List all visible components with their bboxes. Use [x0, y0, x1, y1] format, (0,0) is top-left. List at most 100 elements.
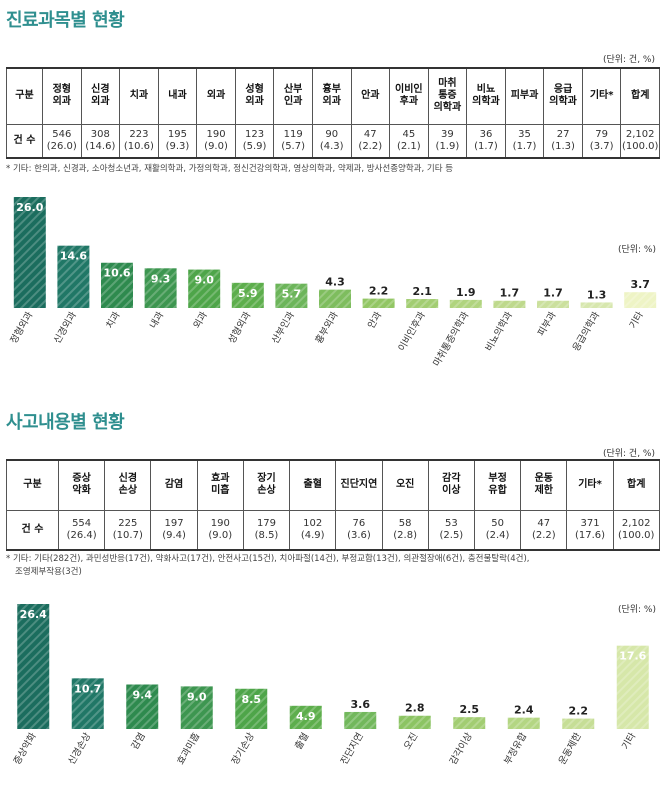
- bar-오진: [398, 715, 431, 729]
- table-header-cell: 치과: [119, 67, 159, 125]
- table-value-cell: 119 (5.7): [273, 123, 313, 159]
- bar-value-label: 14.6: [60, 250, 87, 263]
- table-header-cell: 합계: [612, 459, 660, 511]
- bar-신경손상: [71, 678, 104, 729]
- table-header-cell: 오진: [381, 459, 429, 511]
- category-label: 장기손상: [230, 731, 257, 767]
- table-header-cell: 성형 외과: [234, 67, 275, 125]
- table-values-row: 건 수 546 (26.0) 308 (14.6) 223 (10.6) 195 (9.3) 19…: [6, 123, 660, 159]
- category-label: 신경외과: [51, 309, 79, 346]
- table-header-cell: 장기 손상: [242, 459, 291, 511]
- table-value-cell: 554 (26.4): [57, 509, 106, 551]
- bar-효과미흡: [180, 686, 213, 729]
- table-header-cell: 정형 외과: [42, 67, 82, 125]
- bar-감각이상: [453, 717, 486, 729]
- table-header-cell: 신경 손상: [104, 459, 152, 511]
- category-label: 감염: [129, 731, 148, 752]
- category-label: 증상악화: [11, 730, 39, 767]
- section2-note: * 기타: 기타(282건), 과민성반응(17건), 약화사고(17건), 안…: [6, 553, 530, 579]
- category-label: 진단지연: [339, 731, 366, 767]
- bar-이비인후과: [406, 299, 439, 308]
- bar-기타: [624, 292, 657, 308]
- table-header-cell: 피부과: [504, 67, 545, 125]
- table-value-cell: 76 (3.6): [335, 509, 383, 551]
- category-label: 비뇨의학과: [484, 310, 516, 354]
- bar-value-label: 8.5: [242, 693, 262, 706]
- table-value-cell: 2,102 (100.0): [620, 123, 660, 159]
- table-value-cell: 223 (10.6): [119, 123, 159, 159]
- category-label: 내과: [148, 310, 166, 331]
- chart-accident: 26.4 증상악화 10.7 신경손상 9.4 감염 9.0 효과미흡 8.5 장기손상 4.9 출혈…: [11, 604, 656, 767]
- category-label: 운동제한: [557, 731, 584, 767]
- table-header-cell: 응급 의학과: [543, 67, 583, 125]
- bar-value-label: 2.5: [460, 703, 480, 716]
- table-header-cell: 부정 유합: [473, 459, 522, 511]
- bar-증상악화: [17, 604, 50, 729]
- category-label: 감각이상: [447, 730, 475, 767]
- category-label: 신경손상: [65, 730, 93, 767]
- section1-title: 진료과목별 현황: [6, 10, 125, 31]
- bar-value-label: 2.1: [412, 285, 432, 298]
- table-value-cell: 35 (1.7): [504, 123, 545, 159]
- table-header-row: 구분 정형 외과 신경 외과 치과 내과 외과 성형 외과 산부 인과 흉부 외과 안과 이비인 후과 마취 통증 의…: [6, 67, 660, 125]
- table-header-cell: 증상 악화: [57, 459, 106, 511]
- bar-value-label: 10.6: [103, 267, 130, 280]
- bar-value-label: 2.4: [514, 704, 534, 717]
- bar-산부인과: [275, 283, 308, 308]
- category-label: 외과: [191, 309, 210, 330]
- bar-value-label: 9.0: [187, 690, 207, 703]
- table-value-cell: 308 (14.6): [80, 123, 121, 159]
- category-label: 흉부외과: [313, 309, 341, 346]
- section1-unit: (단위: 건, %): [602, 55, 655, 65]
- bar-피부과: [537, 300, 569, 308]
- table-header-cell: 신경 외과: [80, 67, 121, 125]
- table-value-cell: 53 (2.5): [427, 509, 475, 551]
- table-value-cell: 102 (4.9): [289, 509, 337, 551]
- category-label: 정형외과: [8, 309, 36, 346]
- table-value-cell: 27 (1.3): [543, 123, 583, 159]
- table-value-cell: 195 (9.3): [157, 123, 198, 159]
- bar-value-label: 10.7: [74, 682, 101, 695]
- category-label: 산부인과: [270, 310, 297, 346]
- bar-value-label: 4.9: [296, 710, 316, 723]
- bar-운동제한: [562, 718, 595, 729]
- table-header-cell: 운동 제한: [520, 459, 568, 511]
- category-label: 피부과: [536, 310, 559, 338]
- bar-value-label: 1.3: [587, 288, 607, 301]
- table-header-cell: 구분: [6, 67, 43, 125]
- bar-외과: [188, 269, 221, 308]
- section2-note-line1: * 기타: 기타(282건), 과민성반응(17건), 약화사고(17건), 안…: [6, 554, 530, 564]
- table-header-cell: 마취 통증 의학과: [427, 67, 468, 125]
- bar-안과: [362, 298, 395, 308]
- table-value-cell: 47 (2.2): [520, 509, 568, 551]
- category-label: 응급의학과: [571, 310, 603, 354]
- bar-부정유합: [507, 717, 540, 729]
- table-value-cell: 47 (2.2): [350, 123, 391, 159]
- chart-unit-label: (단위: %): [618, 244, 656, 255]
- bar-감염: [126, 684, 159, 729]
- bar-진단지연: [344, 711, 377, 729]
- bar-성형외과: [231, 282, 264, 308]
- bar-정형외과: [13, 197, 46, 308]
- bar-value-label: 17.6: [619, 650, 646, 663]
- table-header-cell: 기타*: [581, 67, 622, 125]
- table-value-cell: 190 (9.0): [196, 123, 236, 159]
- bar-value-label: 9.4: [133, 688, 153, 701]
- table-value-cell: 2,102 (100.0): [612, 509, 660, 551]
- bar-장기손상: [235, 688, 268, 729]
- bar-value-label: 5.7: [282, 288, 302, 301]
- bar-기타: [616, 645, 649, 729]
- section2-title: 사고내용별 현황: [6, 412, 125, 433]
- table-header-cell: 구분: [6, 459, 59, 511]
- table-value-cell: 197 (9.4): [150, 509, 198, 551]
- table-header-cell: 감염: [150, 459, 198, 511]
- bar-value-label: 2.8: [405, 702, 425, 715]
- table-header-cell: 산부 인과: [273, 67, 313, 125]
- table-header-row: 구분 증상 악화 신경 손상 감염 효과 미흡 장기 손상 출혈 진단지연 오진 감각 이상 부정 유합 운동 제한…: [6, 459, 660, 511]
- bar-마취통증의학과: [449, 299, 482, 308]
- bar-value-label: 1.7: [500, 287, 520, 300]
- bar-value-label: 1.7: [543, 287, 563, 300]
- table-value-cell: 58 (2.8): [381, 509, 429, 551]
- bar-value-label: 3.7: [630, 278, 650, 291]
- table-row-label: 건 수: [6, 509, 59, 551]
